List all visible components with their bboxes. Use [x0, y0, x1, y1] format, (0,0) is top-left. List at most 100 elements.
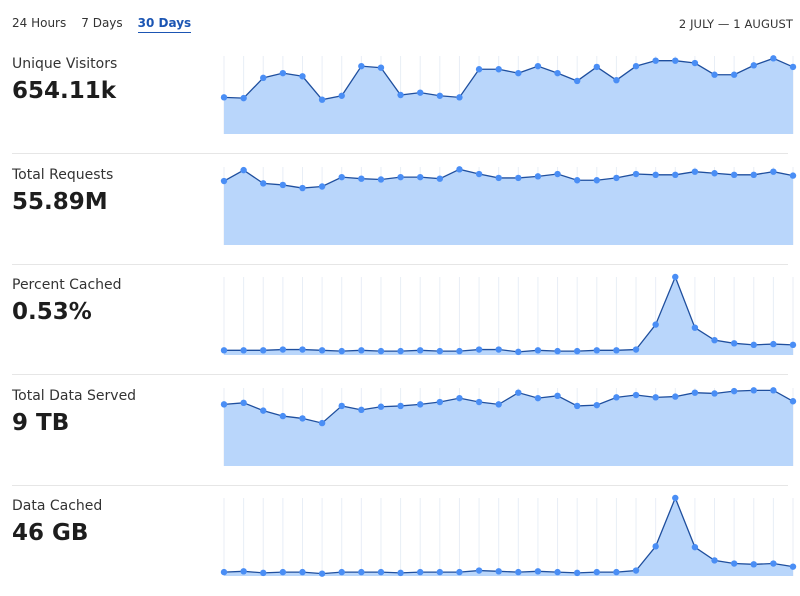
tab-24-hours[interactable]: 24 Hours — [12, 16, 67, 30]
data-point[interactable] — [613, 76, 620, 84]
data-point[interactable] — [711, 389, 718, 397]
data-point[interactable] — [672, 57, 679, 64]
data-point[interactable] — [279, 69, 287, 77]
data-point[interactable] — [750, 561, 757, 568]
data-point[interactable] — [358, 62, 365, 70]
data-point[interactable] — [750, 386, 757, 394]
data-point[interactable] — [495, 346, 502, 353]
data-point[interactable] — [770, 386, 777, 394]
data-point[interactable] — [299, 414, 306, 422]
data-point[interactable] — [789, 63, 797, 71]
data-point[interactable] — [652, 321, 659, 328]
data-point[interactable] — [691, 388, 699, 396]
data-point[interactable] — [240, 94, 247, 102]
data-point[interactable] — [220, 347, 228, 354]
data-point[interactable] — [789, 171, 797, 179]
data-point[interactable] — [456, 347, 463, 355]
data-point[interactable] — [318, 347, 326, 354]
data-point[interactable] — [534, 172, 542, 180]
data-point[interactable] — [770, 560, 777, 567]
data-point[interactable] — [358, 406, 365, 413]
data-point[interactable] — [220, 568, 228, 576]
data-point[interactable] — [691, 324, 699, 331]
data-point[interactable] — [593, 176, 600, 183]
data-point[interactable] — [711, 557, 718, 564]
data-point[interactable] — [279, 412, 287, 419]
data-point[interactable] — [220, 400, 228, 408]
data-point[interactable] — [338, 173, 345, 180]
data-point[interactable] — [417, 347, 424, 354]
data-point[interactable] — [789, 341, 797, 349]
data-point[interactable] — [515, 388, 522, 396]
data-point[interactable] — [240, 166, 247, 173]
data-point[interactable] — [377, 568, 385, 576]
data-point[interactable] — [554, 170, 561, 177]
data-point[interactable] — [436, 398, 444, 405]
data-point[interactable] — [652, 393, 659, 401]
data-point[interactable] — [711, 336, 718, 344]
data-point[interactable] — [299, 73, 306, 80]
data-point[interactable] — [318, 182, 326, 190]
data-point[interactable] — [417, 400, 424, 408]
tab-7-days[interactable]: 7 Days — [81, 16, 123, 30]
data-point[interactable] — [417, 173, 424, 180]
data-point[interactable] — [789, 563, 797, 570]
data-point[interactable] — [613, 568, 620, 576]
data-point[interactable] — [456, 394, 463, 401]
data-point[interactable] — [632, 62, 640, 70]
data-point[interactable] — [318, 570, 326, 577]
data-point[interactable] — [632, 567, 640, 574]
data-point[interactable] — [770, 340, 777, 348]
data-point[interactable] — [632, 170, 640, 177]
data-point[interactable] — [260, 569, 267, 577]
data-point[interactable] — [475, 398, 483, 405]
tab-30-days[interactable]: 30 Days — [137, 16, 192, 33]
data-point[interactable] — [554, 568, 561, 576]
data-point[interactable] — [750, 341, 757, 349]
data-point[interactable] — [495, 66, 502, 73]
data-point[interactable] — [691, 543, 699, 551]
data-point[interactable] — [652, 171, 659, 178]
data-point[interactable] — [397, 569, 404, 577]
data-point[interactable] — [260, 406, 267, 414]
data-point[interactable] — [240, 347, 247, 354]
data-point[interactable] — [652, 543, 659, 550]
data-point[interactable] — [652, 57, 659, 64]
data-point[interactable] — [456, 165, 463, 173]
data-point[interactable] — [573, 176, 581, 183]
data-point[interactable] — [436, 92, 444, 99]
data-point[interactable] — [730, 387, 738, 394]
data-point[interactable] — [770, 167, 777, 175]
data-point[interactable] — [613, 347, 620, 354]
data-point[interactable] — [436, 175, 444, 182]
data-point[interactable] — [318, 419, 326, 426]
data-point[interactable] — [515, 174, 522, 181]
data-point[interactable] — [711, 71, 718, 78]
data-point[interactable] — [338, 92, 345, 99]
data-point[interactable] — [672, 392, 679, 400]
data-point[interactable] — [475, 66, 483, 73]
data-point[interactable] — [632, 346, 640, 353]
data-point[interactable] — [475, 346, 483, 353]
data-point[interactable] — [279, 181, 287, 188]
data-point[interactable] — [299, 184, 306, 191]
data-point[interactable] — [534, 62, 542, 70]
data-point[interactable] — [220, 94, 228, 101]
data-point[interactable] — [593, 63, 600, 71]
data-point[interactable] — [495, 400, 502, 408]
data-point[interactable] — [672, 494, 679, 502]
data-point[interactable] — [573, 402, 581, 409]
data-point[interactable] — [789, 397, 797, 404]
data-point[interactable] — [750, 171, 757, 178]
data-point[interactable] — [573, 77, 581, 85]
data-point[interactable] — [534, 568, 542, 575]
data-point[interactable] — [750, 62, 757, 69]
data-point[interactable] — [515, 348, 522, 356]
data-point[interactable] — [613, 393, 620, 401]
data-point[interactable] — [338, 568, 345, 576]
data-point[interactable] — [377, 175, 385, 183]
data-point[interactable] — [417, 89, 424, 96]
data-point[interactable] — [338, 402, 345, 409]
data-point[interactable] — [318, 96, 326, 103]
data-point[interactable] — [613, 174, 620, 181]
